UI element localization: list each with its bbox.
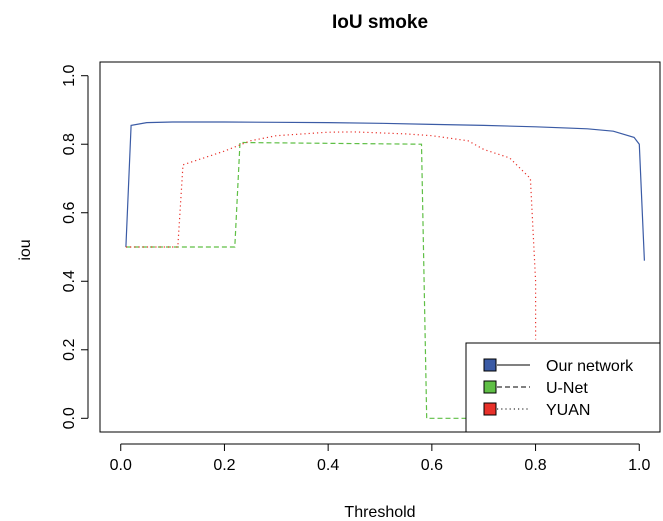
- x-tick-label-1: 0.2: [213, 457, 235, 474]
- x-axis-label: Threshold: [344, 504, 415, 521]
- plot-frame: [99, 61, 661, 433]
- y-tick-label-2: 0.4: [61, 270, 78, 292]
- x-tick-label-2: 0.4: [317, 457, 339, 474]
- y-tick-label-5: 1.0: [61, 64, 78, 86]
- y-tick-label-1: 0.2: [61, 339, 78, 361]
- series-line-2: [125, 131, 537, 340]
- series-line-1: [125, 141, 536, 419]
- y-tick-label-3: 0.6: [61, 202, 78, 224]
- legend-label-0: Our network: [546, 358, 634, 375]
- legend-swatch-2: [483, 402, 497, 416]
- x-tick-label-4: 0.8: [524, 457, 546, 474]
- plot-area: [125, 121, 645, 419]
- y-axis-label: iou: [17, 239, 34, 260]
- x-tick-label-0: 0.0: [110, 457, 132, 474]
- axes: 0.0 0.2 0.4 0.6 0.8 1.0 0.0 0.2 0.4 0.6 0.8 1.0: [61, 61, 661, 474]
- legend-label-1: U-Net: [546, 380, 588, 397]
- x-tick-label-5: 1.0: [628, 457, 650, 474]
- series-line-0: [125, 121, 645, 261]
- legend-label-2: YUAN: [546, 402, 590, 419]
- y-tick-label-4: 0.8: [61, 133, 78, 155]
- legend-swatch-1: [483, 380, 497, 394]
- x-tick-label-3: 0.6: [421, 457, 443, 474]
- chart-title: IoU smoke: [332, 12, 428, 33]
- y-tick-label-0: 0.0: [61, 407, 78, 429]
- legend: Our network U-Net YUAN: [465, 342, 661, 433]
- legend-swatch-0: [483, 358, 497, 372]
